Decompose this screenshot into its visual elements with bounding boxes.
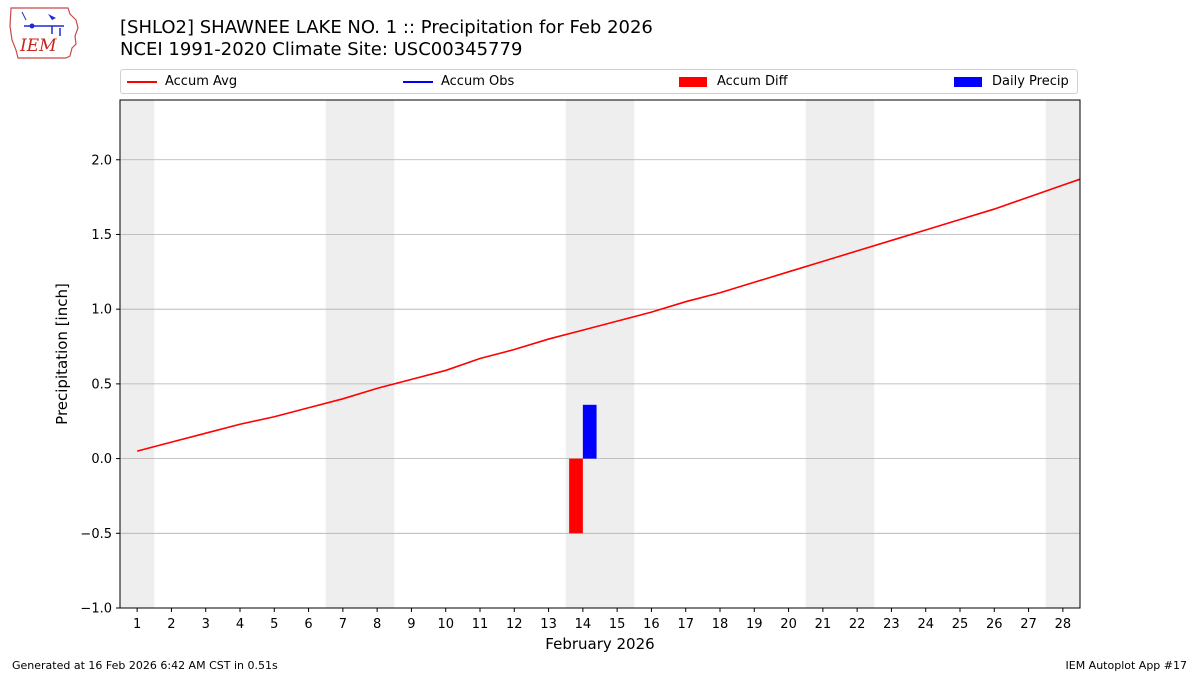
weekend-shade-band [1045,100,1080,608]
x-tick-label: 5 [270,617,278,632]
x-tick-label: 8 [373,617,381,632]
chart-title: [SHLO2] SHAWNEE LAKE NO. 1 :: Precipitat… [120,17,653,61]
x-tick-label: 6 [304,617,312,632]
accum-avg-line [136,178,1081,452]
x-tick-label: 15 [609,617,626,632]
legend-label: Accum Avg [165,74,238,89]
x-tick-label: 21 [815,617,832,632]
accum-diff-swatch [679,77,707,87]
x-tick-label: 4 [236,617,244,632]
x-tick-label: 7 [339,617,347,632]
x-tick-label: 12 [506,617,523,632]
y-tick-label: 2.0 [91,153,112,168]
y-axis-label: Precipitation [inch] [53,283,71,425]
y-tick-label: −0.5 [80,527,112,542]
logo-text: IEM [19,36,57,56]
x-tick-label: 20 [780,617,797,632]
daily-precip-swatch [954,77,982,87]
x-tick-label: 26 [986,617,1003,632]
x-tick-label: 11 [472,617,489,632]
generated-timestamp: Generated at 16 Feb 2026 6:42 AM CST in … [12,659,278,672]
x-tick-label: 17 [677,617,694,632]
y-tick-label: 0.0 [91,452,112,467]
iem-logo: IEM [9,7,79,59]
y-tick-label: −1.0 [80,602,112,617]
weekend-shade-band [805,100,875,608]
x-tick-label: 14 [575,617,592,632]
y-axis-ticks: −1.0 −0.5 0.0 0.5 1.0 1.5 2.0 [80,153,120,617]
x-tick-label: 24 [917,617,934,632]
accum-obs-swatch [403,81,433,83]
x-tick-label: 27 [1020,617,1037,632]
x-tick-label: 3 [202,617,210,632]
x-tick-label: 19 [746,617,763,632]
x-tick-label: 28 [1055,617,1072,632]
accum-avg-swatch [127,81,157,83]
y-tick-label: 1.5 [91,228,112,243]
daily-precip-bar [582,404,597,459]
x-tick-label: 25 [952,617,969,632]
bars-layer [569,404,597,534]
chart-legend: Accum Avg Accum Obs Accum Diff Daily Pre… [120,69,1078,94]
legend-label: Accum Obs [441,74,515,89]
x-axis-ticks: 1 2 3 4 5 6 7 8 9 10 11 12 13 14 15 16 17 18 19 20 21 22 23 24 2… [133,608,1071,632]
x-tick-label: 23 [883,617,900,632]
x-tick-label: 18 [712,617,729,632]
x-tick-label: 22 [849,617,866,632]
autoplot-app-label: IEM Autoplot App #17 [1065,659,1188,672]
x-tick-label: 13 [540,617,557,632]
x-tick-label: 9 [407,617,415,632]
weekend-shade-band [120,100,155,608]
lines-layer [136,178,1081,452]
title-line-2: NCEI 1991-2020 Climate Site: USC00345779 [120,39,523,60]
x-tick-label: 2 [167,617,175,632]
x-axis-label: February 2026 [545,635,654,653]
x-tick-label: 1 [133,617,141,632]
legend-label: Accum Diff [717,74,788,89]
x-tick-label: 16 [643,617,660,632]
legend-label: Daily Precip [992,74,1069,89]
y-tick-label: 1.0 [91,303,112,318]
weekend-shade-band [325,100,395,608]
accum-diff-bar [569,458,583,534]
y-tick-label: 0.5 [91,377,112,392]
x-tick-label: 10 [437,617,454,632]
title-line-1: [SHLO2] SHAWNEE LAKE NO. 1 :: Precipitat… [120,17,653,38]
plot-frame [119,99,1081,609]
weekend-shading [120,100,1080,608]
